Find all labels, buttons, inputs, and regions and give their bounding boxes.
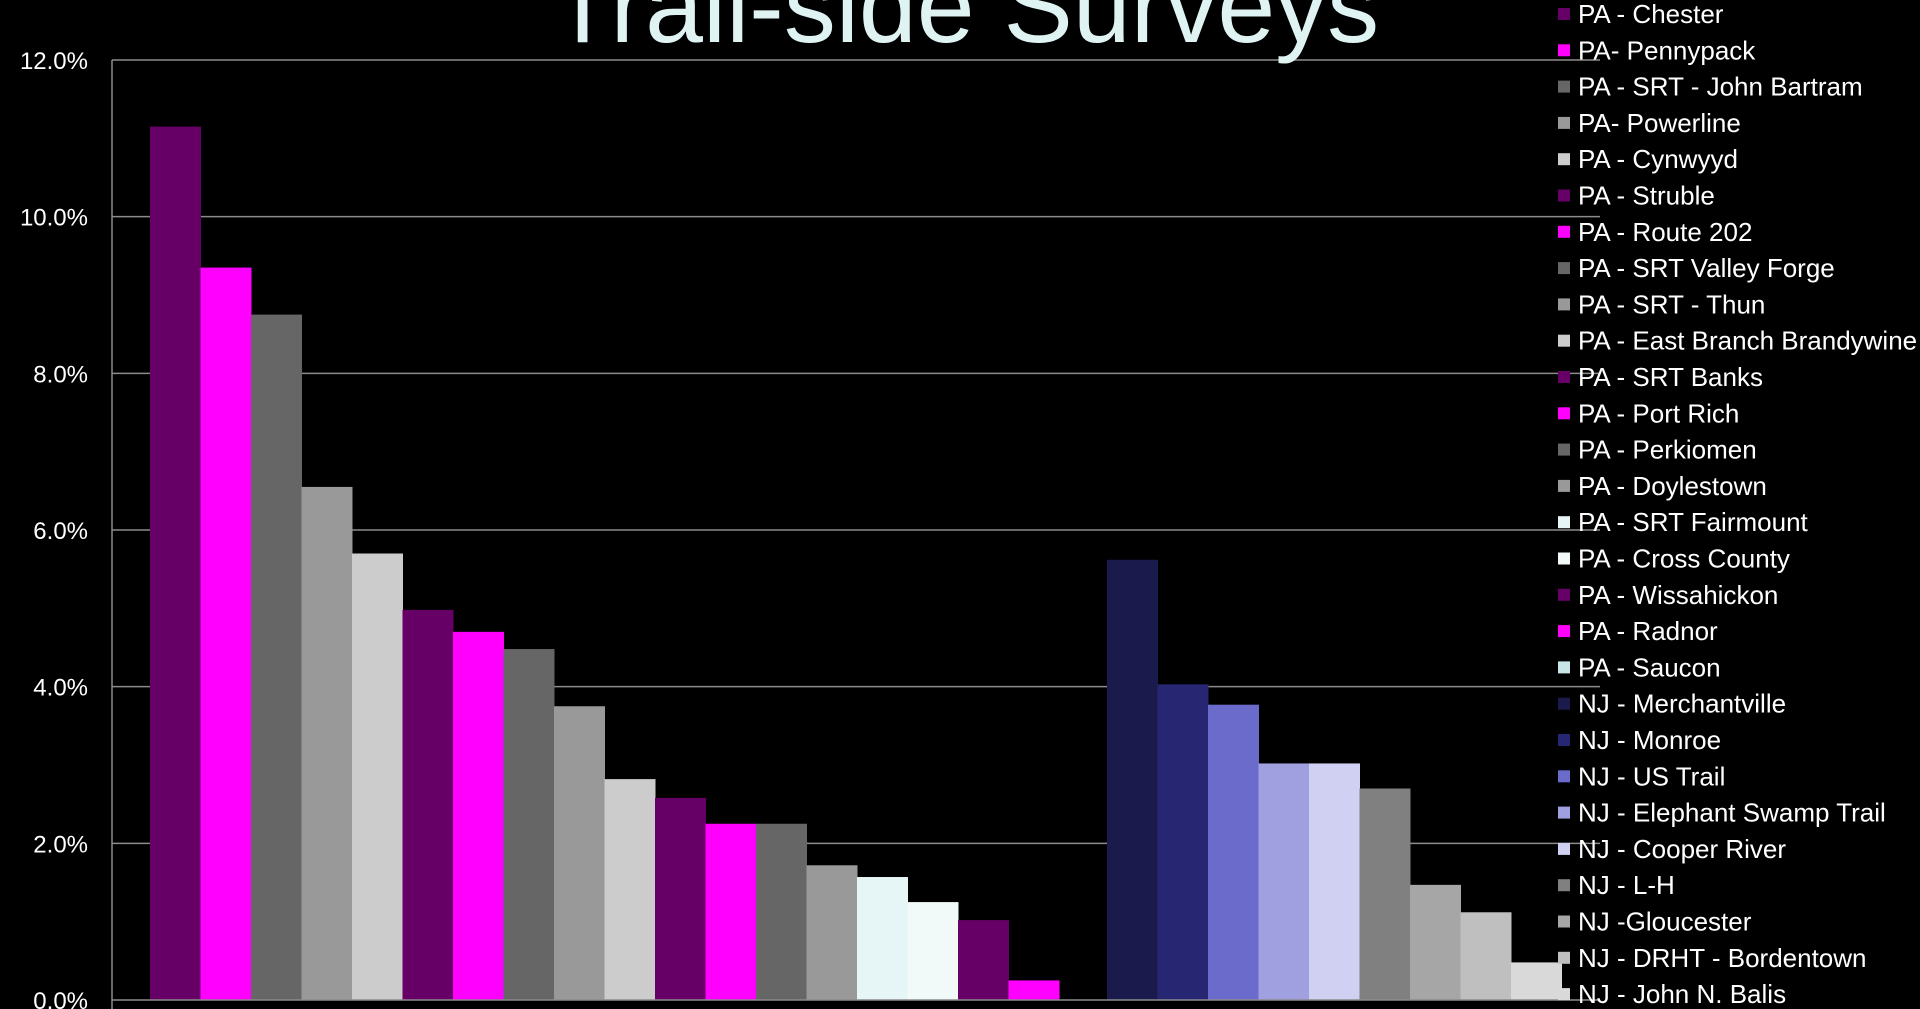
legend-entry: NJ - DRHT - Bordentown <box>1578 943 1867 973</box>
legend-entry: PA - SRT - John Bartram <box>1578 72 1863 102</box>
legend-swatch <box>1558 770 1570 783</box>
legend-entry: NJ -Gloucester <box>1578 907 1752 937</box>
legend-swatch <box>1558 734 1570 746</box>
bar <box>503 649 555 1000</box>
legend-entry: PA - Route 202 <box>1578 217 1752 247</box>
legend-entry: NJ - L-H <box>1578 870 1675 900</box>
legend-entry: NJ - Monroe <box>1578 725 1721 755</box>
legend-entry: PA - SRT Banks <box>1578 362 1763 392</box>
legend-swatch <box>1558 189 1570 202</box>
legend-entry: PA - Port Rich <box>1578 398 1739 428</box>
legend-swatch <box>1558 806 1570 819</box>
bar <box>1107 559 1158 1000</box>
legend-entry: NJ - US Trail <box>1578 761 1725 791</box>
bar <box>200 267 252 1000</box>
chart-title: Trail-side Surveys <box>551 0 1379 65</box>
legend-entry: PA - SRT Fairmount <box>1578 507 1809 537</box>
legend-swatch <box>1558 842 1570 855</box>
legend-swatch <box>1558 225 1570 238</box>
legend-swatch <box>1558 552 1570 565</box>
bar <box>1157 684 1209 1000</box>
bar <box>655 797 706 1000</box>
legend: PA - Chester PA- Pennypack PA - SRT - John… <box>1558 0 1917 1009</box>
legend-entry: NJ - John N. Balis <box>1578 979 1786 1009</box>
legend-swatch <box>1558 443 1570 456</box>
legend-swatch <box>1558 44 1570 57</box>
bar <box>1359 788 1411 1000</box>
legend-swatch <box>1558 661 1570 674</box>
y-tick-label: 0.0% <box>33 988 88 1009</box>
legend-entry: PA- Pennypack <box>1578 35 1756 65</box>
bar <box>453 631 504 1000</box>
bar <box>352 553 403 1000</box>
bar <box>150 126 201 1001</box>
bar <box>1208 704 1259 1000</box>
legend-entry: PA - East Branch Brandywine <box>1578 326 1917 356</box>
legend-swatch <box>1558 407 1570 420</box>
legend-swatch <box>1558 588 1570 601</box>
bar <box>1511 962 1562 1000</box>
bar <box>554 706 605 1000</box>
legend-swatch <box>1558 516 1570 529</box>
legend-swatch <box>1558 334 1570 347</box>
legend-swatch <box>1558 915 1570 928</box>
y-tick-label: 4.0% <box>33 675 88 702</box>
legend-entry: NJ - Cooper River <box>1578 834 1786 864</box>
legend-swatch <box>1558 951 1570 964</box>
bar <box>806 865 858 1000</box>
legend-swatch <box>1558 80 1570 93</box>
legend-swatch <box>1558 625 1570 638</box>
bar <box>1258 763 1310 1000</box>
legend-entry: NJ - Elephant Swamp Trail <box>1578 798 1886 828</box>
bar <box>705 823 757 1000</box>
bar <box>402 609 454 1000</box>
legend-entry: PA - Cynwyyd <box>1578 144 1738 174</box>
legend-entry: PA- Powerline <box>1578 108 1741 138</box>
legend-entry: PA - Wissahickon <box>1578 580 1778 610</box>
bar <box>857 877 908 1000</box>
bar <box>907 902 959 1000</box>
bar <box>1410 884 1461 1000</box>
y-tick-label: 6.0% <box>33 518 88 545</box>
legend-swatch <box>1558 8 1570 20</box>
bar <box>958 920 1009 1000</box>
bar <box>1008 980 1060 1000</box>
legend-swatch <box>1558 371 1570 383</box>
legend-entry: PA - Saucon <box>1578 652 1721 682</box>
legend-entry: PA - Chester <box>1578 0 1724 29</box>
legend-swatch <box>1558 116 1570 129</box>
legend-entry: PA - Cross County <box>1578 544 1790 574</box>
axis-layer: 0.0% 2.0% 4.0% 6.0% 8.0% 10.0% 12.0% <box>20 48 1600 1009</box>
y-tick-label: 2.0% <box>33 831 88 858</box>
legend-swatch <box>1558 262 1570 275</box>
legend-swatch <box>1558 153 1570 166</box>
bar <box>251 314 302 1000</box>
legend-swatch <box>1558 697 1570 710</box>
legend-entry: PA - SRT Valley Forge <box>1578 253 1835 283</box>
y-tick-label: 12.0% <box>20 48 88 75</box>
bar <box>1309 763 1360 1000</box>
y-tick-label: 8.0% <box>33 361 88 388</box>
legend-swatch <box>1558 298 1570 311</box>
legend-entry: PA - Perkiomen <box>1578 435 1757 465</box>
legend-entry: PA - Doylestown <box>1578 471 1767 501</box>
legend-entry: PA - Radnor <box>1578 616 1718 646</box>
bars-layer <box>150 126 1562 1001</box>
legend-swatch <box>1558 988 1570 1001</box>
y-tick-label: 10.0% <box>20 205 88 232</box>
bar <box>604 779 656 1000</box>
legend-swatch <box>1558 879 1570 892</box>
legend-swatch <box>1558 479 1570 492</box>
legend-entry: NJ - Merchantville <box>1578 689 1786 719</box>
bar <box>301 486 353 1001</box>
legend-entry: PA - SRT - Thun <box>1578 289 1765 319</box>
bar <box>756 823 807 1000</box>
bar <box>1460 912 1512 1000</box>
legend-entry: PA - Struble <box>1578 181 1715 211</box>
